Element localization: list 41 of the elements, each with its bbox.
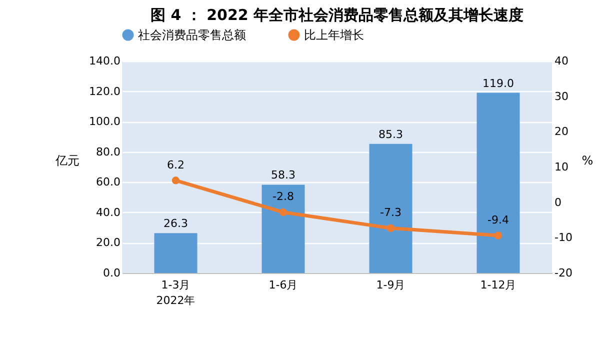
point <box>494 232 502 240</box>
bar <box>476 92 520 273</box>
data-label: 6.2 <box>167 158 184 172</box>
x-tick-label: 1-6月 <box>268 278 298 292</box>
legend-label: 社会消费品零售总额 <box>138 28 246 42</box>
point <box>172 176 180 184</box>
y-tick-label: 140.0 <box>89 54 120 68</box>
y2-tick-label: -10 <box>554 231 572 244</box>
y-tick-label: 120.0 <box>89 84 120 98</box>
x-tick-label: 1-3月 <box>161 278 190 292</box>
bar <box>369 144 412 273</box>
y-tick-label: 0.0 <box>103 266 120 280</box>
data-label: -2.8 <box>272 190 294 204</box>
y-tick-label: 80.0 <box>96 145 120 158</box>
y2-tick-label: 30 <box>554 90 568 103</box>
data-label: -7.3 <box>380 206 402 220</box>
data-label: 58.3 <box>271 168 296 182</box>
bar <box>262 184 305 273</box>
y2-tick-label: -20 <box>554 266 572 280</box>
data-label: 85.3 <box>378 128 403 141</box>
point <box>386 224 395 232</box>
y2-axis-title: % <box>582 154 594 168</box>
y2-tick-label: 10 <box>554 160 568 174</box>
data-label: 119.0 <box>482 76 514 90</box>
y-axis-title: 亿元 <box>54 154 80 168</box>
y2-tick-label: 20 <box>554 125 568 138</box>
text: 2022年 <box>156 294 196 307</box>
y-tick-label: 100.0 <box>89 115 120 128</box>
data-label: -9.4 <box>488 214 509 227</box>
y-tick-label: 20.0 <box>96 236 120 250</box>
y-tick-label: 60.0 <box>96 176 120 189</box>
y-tick-label: 40.0 <box>96 206 120 219</box>
point <box>279 208 288 216</box>
y2-tick-label: 40 <box>554 54 568 68</box>
legend-label: 比上年增长 <box>304 28 364 42</box>
x-tick-label: 1-9月 <box>376 278 406 292</box>
x-tick-label: 1-12月 <box>480 278 516 292</box>
bar <box>154 233 198 273</box>
chart-title: 图 4 ： 2022 年全市社会消费品零售总额及其增长速度 <box>150 6 524 24</box>
data-label: 26.3 <box>164 217 188 230</box>
y2-tick-label: 0 <box>554 196 562 209</box>
